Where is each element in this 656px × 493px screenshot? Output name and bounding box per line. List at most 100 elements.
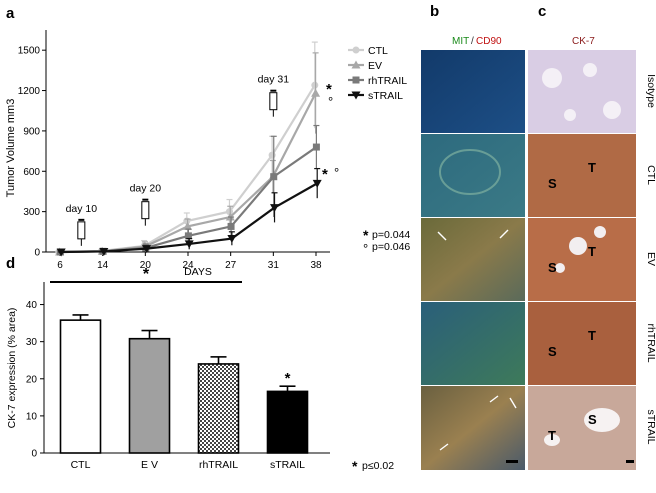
fluor-rhtrail <box>421 302 525 385</box>
line-x-tick-label: 27 <box>225 260 237 271</box>
fluor-arrows <box>437 229 517 451</box>
region-mark: T <box>588 160 596 175</box>
significance-symbol-circle: ° <box>363 241 368 256</box>
legend-label: rhTRAIL <box>368 75 407 87</box>
data-point <box>227 222 235 230</box>
legend-marker <box>352 46 360 54</box>
line-series-strail <box>56 167 322 257</box>
line-y-tick-label: 0 <box>34 248 40 259</box>
bar-star: * <box>285 370 291 387</box>
histo-ctl <box>528 134 636 217</box>
bar-y-tick-label: 40 <box>26 300 38 311</box>
line-chart-ylabel: Tumor Volume mm3 <box>5 99 17 198</box>
bar-rect <box>59 319 102 454</box>
region-mark: T <box>588 244 596 259</box>
syringe-plunger <box>270 89 277 92</box>
significance-text-2: p=0.046 <box>372 241 410 253</box>
line-x-tick-label: 14 <box>97 260 109 271</box>
fluor-ctl <box>421 134 525 217</box>
bar-ctl: CTL <box>59 314 102 471</box>
injection-markers: day 10 day 20 day 31 <box>66 74 290 246</box>
data-point <box>312 179 322 188</box>
ck7-bar-chart: 0 10 20 30 40 CTL E V rhTRAIL sTRAIL * CK-7 expr… <box>6 266 394 474</box>
injection-label: day 31 <box>258 74 290 86</box>
data-point <box>227 235 237 244</box>
syringe-icon: day 31 <box>258 74 290 117</box>
legend-label: CTL <box>368 45 388 57</box>
fluor-scale-bar <box>506 460 518 463</box>
legend-marker <box>352 76 360 84</box>
data-point <box>184 240 194 249</box>
row-label-isotype: Isotype <box>645 74 656 108</box>
bar-y-tick-label: 0 <box>31 449 37 460</box>
line-chart-series <box>55 41 322 257</box>
row-label-ctl: CTL <box>645 165 656 185</box>
panel-label-d: d <box>6 255 15 272</box>
legend-item-rhtrail: rhTRAIL <box>348 75 407 87</box>
histo-isotype <box>528 50 636 133</box>
panel-label-a: a <box>6 5 15 22</box>
endpoint-circle-ctl: ° <box>328 94 333 109</box>
panel-label-c: c <box>538 3 546 20</box>
bracket-star: * <box>143 266 150 283</box>
panel-b-title-sep: / <box>471 36 474 47</box>
line-y-tick-label: 300 <box>23 207 40 218</box>
syringe-barrel <box>141 201 150 220</box>
row-label-strail: sTRAIL <box>645 409 656 444</box>
histo-scale-bar <box>626 460 634 463</box>
bar-category-label: sTRAIL <box>270 459 305 471</box>
significance-text-1: p=0.044 <box>372 229 410 241</box>
line-series-rhtrail <box>56 124 320 256</box>
data-point <box>184 232 192 240</box>
bar-note-star: * <box>352 458 358 474</box>
injection-label: day 10 <box>66 203 98 215</box>
legend-marker <box>351 60 361 69</box>
legend-label: EV <box>368 60 382 72</box>
line-x-tick-label: 20 <box>140 260 152 271</box>
line-x-tick-label: 38 <box>310 260 322 271</box>
bar-ev: E V <box>128 329 171 471</box>
bar-chart-bars: CTL E V rhTRAIL sTRAIL * <box>59 314 309 471</box>
data-point <box>225 208 233 216</box>
fluor-isotype <box>421 50 525 133</box>
line-x-tick-label: 6 <box>57 260 63 271</box>
micrograph-region-marks: S T S T S T T S <box>548 160 597 443</box>
panel-label-b: b <box>430 3 439 20</box>
line-x-tick-label: 31 <box>268 260 280 271</box>
legend-marker <box>351 91 361 100</box>
fluor-strail <box>421 386 525 470</box>
tumor-volume-line-chart: 0 300 600 900 1200 1500 6 14 20 24 27 31 38 CTL EV rhT… <box>5 30 410 278</box>
histo-rhtrail <box>528 302 636 385</box>
bar-rect <box>128 337 171 454</box>
bar-category-label: E V <box>141 459 158 471</box>
endpoint-circle-strail: ° <box>334 165 339 180</box>
syringe-icon: day 20 <box>130 183 162 226</box>
region-mark: S <box>548 260 557 275</box>
syringe-barrel <box>77 221 86 240</box>
data-point <box>142 245 152 254</box>
data-point <box>270 204 280 213</box>
legend-item-ctl: CTL <box>348 45 388 57</box>
legend-label: sTRAIL <box>368 90 403 102</box>
histo-strail <box>528 386 636 470</box>
histo-isotype-holes <box>542 63 621 121</box>
bar-note-text: p≤0.02 <box>362 460 394 472</box>
bar-rect <box>197 363 240 454</box>
line-chart-xlabel: DAYS <box>184 266 212 278</box>
data-point <box>99 247 109 256</box>
injection-label: day 20 <box>130 183 162 195</box>
line-y-tick-label: 600 <box>23 167 40 178</box>
fluor-ev <box>421 218 525 301</box>
bar-strail: sTRAIL * <box>266 370 309 471</box>
panel-c-title: CK-7 <box>572 36 595 47</box>
endpoint-star-ctl: * <box>326 81 332 98</box>
micrograph-panels: MIT / CD90 CK-7 <box>421 36 656 470</box>
data-point <box>312 143 320 151</box>
legend-item-ev: EV <box>348 60 382 72</box>
row-label-rhtrail: rhTRAIL <box>645 323 656 362</box>
region-mark: S <box>588 412 597 427</box>
bar-rhtrail: rhTRAIL <box>197 356 240 471</box>
line-y-tick-label: 1200 <box>18 86 41 97</box>
bar-chart-ylabel: CK-7 expression (% area) <box>6 308 18 429</box>
